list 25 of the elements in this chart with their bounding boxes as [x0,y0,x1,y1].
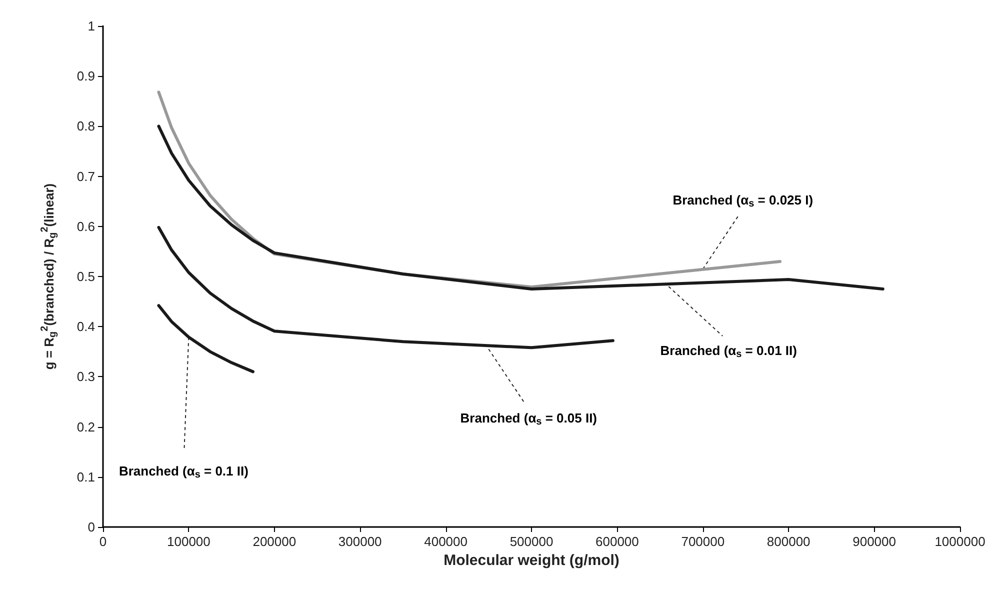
x-tick-label: 900000 [852,534,896,549]
y-tick-label: 0.9 [76,68,95,84]
y-tick-label: 0.1 [76,469,95,484]
x-tick-label: 500000 [510,534,554,549]
y-tick-label: 0.8 [76,118,95,134]
y-tick-label: 0.5 [76,269,95,284]
x-tick-label: 300000 [338,534,382,549]
x-tick-label: 600000 [596,534,639,549]
line-series [157,226,614,350]
x-tick-label: 400000 [424,534,468,549]
y-tick-label: 1 [88,18,95,34]
y-tick-label: 0.6 [76,218,95,234]
x-tick-label: 700000 [681,534,725,549]
x-axis-title: Molecular weight (g/mol) [444,552,620,569]
x-tick-label: 100000 [167,534,210,549]
y-tick-label: 0.7 [76,168,95,184]
y-tick-label: 0.3 [76,369,95,384]
y-tick-label: 0.4 [76,319,95,334]
x-tick-label: 1000000 [934,534,986,549]
x-tick-label: 800000 [766,534,810,549]
y-axis-title: g = Rg2(branched) / Rg2(linear) [40,183,58,370]
x-tick-label: 200000 [252,534,296,549]
x-tick-label: 0 [99,534,107,549]
y-tick-label: 0 [88,520,95,534]
y-tick-label: 0.2 [76,419,95,434]
